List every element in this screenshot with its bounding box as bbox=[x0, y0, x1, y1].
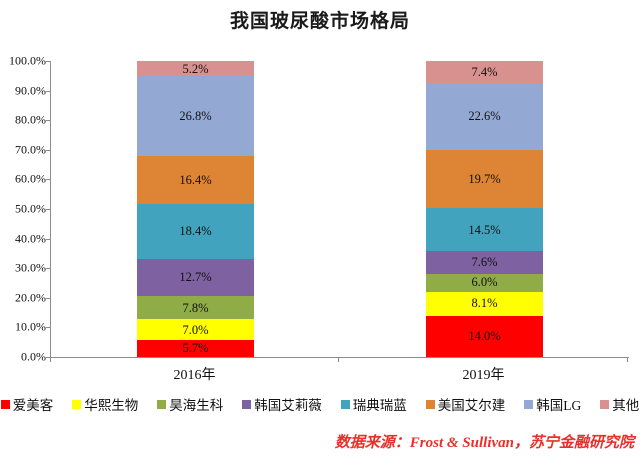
legend-item-其他: 其他 bbox=[600, 394, 639, 414]
legend-swatch-icon bbox=[340, 399, 350, 409]
legend-swatch-icon bbox=[524, 399, 534, 409]
y-tick-label: 80.0% bbox=[15, 112, 46, 127]
x-tick-mark bbox=[627, 358, 628, 362]
bar-segment-爱美客: 14.0% bbox=[426, 315, 543, 357]
bar-segment-韩国LG: 26.8% bbox=[137, 76, 254, 156]
legend-item-瑞典瑞蓝: 瑞典瑞蓝 bbox=[340, 394, 407, 414]
bar-segment-爱美客: 5.7% bbox=[137, 340, 254, 357]
x-tick-label: 2016年 bbox=[173, 368, 216, 383]
segment-value-label: 19.7% bbox=[468, 172, 501, 187]
segment-value-label: 7.8% bbox=[182, 300, 209, 315]
bar-segment-昊海生科: 7.8% bbox=[137, 296, 254, 320]
y-tick-label: 50.0% bbox=[15, 201, 46, 216]
bar-segment-其他: 7.4% bbox=[426, 61, 543, 84]
y-tick-mark bbox=[46, 327, 50, 329]
legend-item-韩国艾莉薇: 韩国艾莉薇 bbox=[242, 394, 322, 414]
y-tick-label: 40.0% bbox=[15, 231, 46, 246]
legend-label: 华熙生物 bbox=[84, 398, 139, 413]
x-tick-label: 2019年 bbox=[462, 368, 505, 383]
legend-item-爱美客: 爱美客 bbox=[0, 394, 54, 414]
bar-segment-瑞典瑞蓝: 18.4% bbox=[137, 204, 254, 259]
y-tick-mark bbox=[46, 149, 50, 151]
segment-value-label: 7.6% bbox=[471, 255, 498, 270]
legend: 爱美客 华熙生物 昊海生科 韩国艾莉薇 瑞典瑞蓝 美国艾尔建 韩国LG 其他 bbox=[0, 394, 640, 414]
legend-label: 韩国LG bbox=[536, 398, 582, 413]
bar-segment-昊海生科: 6.0% bbox=[426, 273, 543, 292]
segment-value-label: 7.4% bbox=[471, 65, 498, 80]
segment-value-label: 16.4% bbox=[179, 172, 212, 187]
y-tick-mark bbox=[46, 297, 50, 299]
y-tick-label: 60.0% bbox=[15, 171, 46, 186]
legend-label: 昊海生科 bbox=[169, 398, 224, 413]
segment-value-label: 12.7% bbox=[179, 270, 212, 285]
y-tick-label: 10.0% bbox=[15, 319, 46, 334]
legend-label: 韩国艾莉薇 bbox=[254, 398, 322, 413]
chart-title: 我国玻尿酸市场格局 bbox=[229, 11, 410, 32]
segment-value-label: 26.8% bbox=[179, 108, 212, 123]
y-tick-mark bbox=[46, 120, 50, 122]
legend-swatch-icon bbox=[157, 399, 167, 409]
y-tick-label: 20.0% bbox=[15, 290, 46, 305]
x-tick-mark bbox=[338, 358, 339, 362]
y-tick-label: 70.0% bbox=[15, 142, 46, 157]
legend-label: 其他 bbox=[612, 398, 640, 413]
plot-area: 5.7% 7.0% 7.8% 12.7% 18.4% 16.4% 26.8% 5.2% 14.0… bbox=[50, 61, 629, 358]
bar-segment-美国艾尔建: 19.7% bbox=[426, 150, 543, 209]
legend-label: 爱美客 bbox=[12, 398, 54, 413]
y-tick-label: 30.0% bbox=[15, 260, 46, 275]
source-note: 数据来源：Frost & Sullivan，苏宁金融研究院 bbox=[334, 435, 634, 451]
legend-swatch-icon bbox=[425, 399, 435, 409]
bar-segment-韩国LG: 22.6% bbox=[426, 83, 543, 151]
bar-segment-美国艾尔建: 16.4% bbox=[137, 155, 254, 205]
legend-label: 美国艾尔建 bbox=[437, 398, 506, 413]
segment-value-label: 14.5% bbox=[468, 222, 501, 237]
y-tick-mark bbox=[46, 179, 50, 181]
bar-segment-其他: 5.2% bbox=[137, 61, 254, 77]
bar-column-2019年: 14.0% 8.1% 6.0% 7.6% 14.5% 19.7% 22.6% 7.4% bbox=[426, 61, 543, 357]
bar-segment-华熙生物: 8.1% bbox=[426, 291, 543, 316]
y-tick-mark bbox=[46, 357, 50, 358]
bar-segment-韩国艾莉薇: 7.6% bbox=[426, 251, 543, 274]
x-tick-mark bbox=[50, 358, 51, 362]
y-tick-mark bbox=[46, 61, 50, 62]
segment-value-label: 5.2% bbox=[182, 61, 209, 76]
y-tick-mark bbox=[46, 238, 50, 240]
y-tick-mark bbox=[46, 90, 50, 92]
legend-item-韩国LG: 韩国LG bbox=[524, 394, 581, 414]
legend-label: 瑞典瑞蓝 bbox=[352, 398, 407, 413]
y-tick-label: 0.0% bbox=[21, 349, 46, 364]
y-tick-mark bbox=[46, 268, 50, 270]
segment-value-label: 14.0% bbox=[468, 329, 501, 344]
legend-swatch-icon bbox=[600, 399, 610, 409]
segment-value-label: 5.7% bbox=[182, 341, 209, 356]
legend-swatch-icon bbox=[242, 399, 252, 409]
legend-item-美国艾尔建: 美国艾尔建 bbox=[425, 394, 506, 414]
y-tick-label: 90.0% bbox=[15, 83, 46, 98]
segment-value-label: 8.1% bbox=[471, 296, 498, 311]
segment-value-label: 6.0% bbox=[471, 275, 498, 290]
bar-column-2016年: 5.7% 7.0% 7.8% 12.7% 18.4% 16.4% 26.8% 5.2% bbox=[137, 61, 254, 357]
bar-segment-华熙生物: 7.0% bbox=[137, 319, 254, 341]
y-tick-label: 100.0% bbox=[9, 53, 46, 68]
bar-segment-韩国艾莉薇: 12.7% bbox=[137, 258, 254, 297]
legend-item-华熙生物: 华熙生物 bbox=[72, 394, 138, 414]
bar-segment-瑞典瑞蓝: 14.5% bbox=[426, 208, 543, 252]
legend-swatch-icon bbox=[0, 399, 10, 409]
legend-swatch-icon bbox=[72, 399, 82, 409]
segment-value-label: 22.6% bbox=[468, 109, 501, 124]
y-tick-mark bbox=[46, 209, 50, 210]
segment-value-label: 18.4% bbox=[179, 224, 212, 239]
segment-value-label: 7.0% bbox=[182, 322, 209, 337]
legend-item-昊海生科: 昊海生科 bbox=[157, 394, 223, 414]
